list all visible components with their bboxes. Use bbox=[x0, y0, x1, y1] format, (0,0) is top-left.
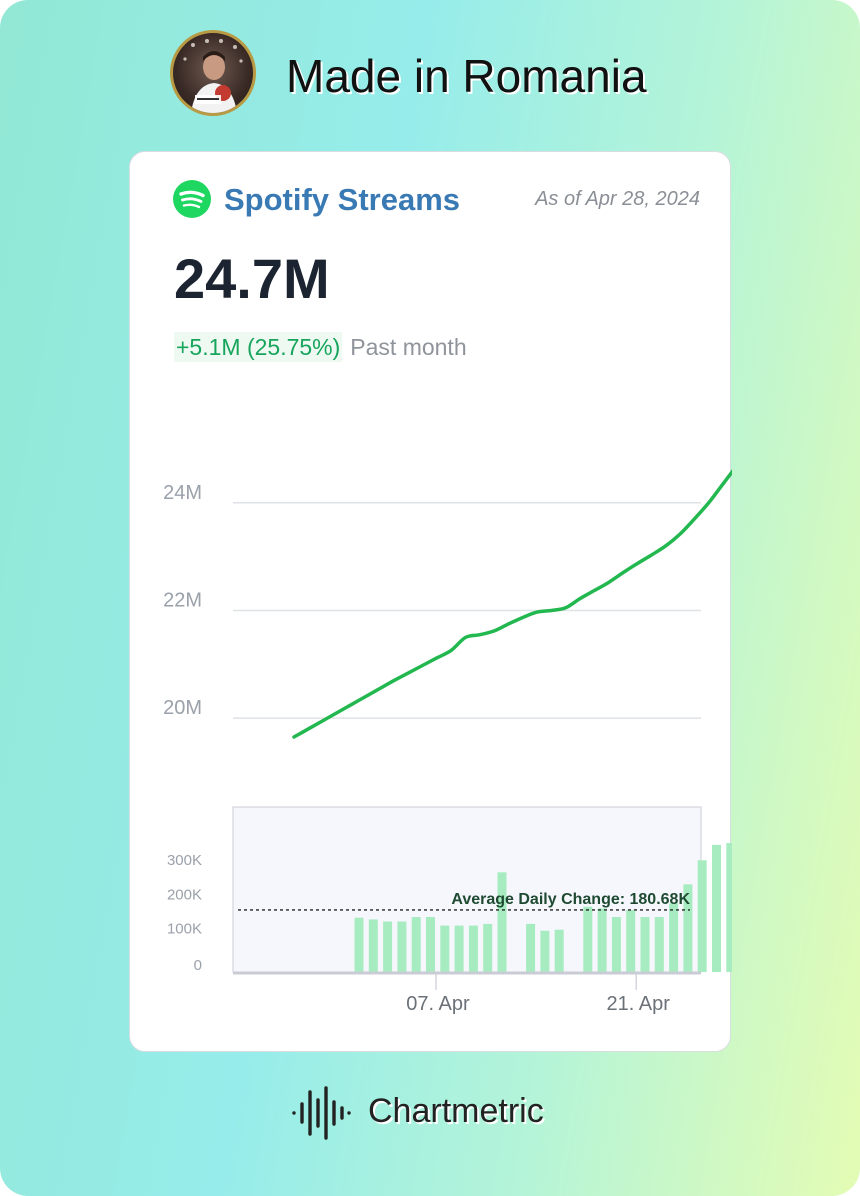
daily-change-bar bbox=[654, 917, 664, 972]
bar-y-tick-label: 200K bbox=[167, 886, 202, 903]
chartmetric-logo-icon bbox=[292, 1086, 351, 1140]
daily-change-bar bbox=[712, 844, 721, 972]
line-y-tick-label: 20M bbox=[163, 697, 202, 719]
daily-change-bar bbox=[626, 910, 636, 972]
line-y-tick-label: 24M bbox=[163, 482, 202, 504]
x-tick-label: 07. Apr bbox=[406, 993, 470, 1015]
daily-change-bar bbox=[726, 843, 732, 972]
total-streams-value: 24.7M bbox=[174, 247, 330, 310]
footer: Chartmetric bbox=[0, 1078, 860, 1158]
line-chart-grid bbox=[233, 502, 701, 719]
change-row: +5.1M (25.75%) Past month bbox=[174, 332, 467, 362]
daily-change-bar bbox=[683, 884, 693, 972]
line-y-tick-label: 22M bbox=[163, 589, 202, 611]
daily-change-bar bbox=[354, 917, 364, 972]
daily-change-bar bbox=[483, 923, 493, 972]
daily-change-bar bbox=[440, 925, 450, 972]
daily-change-bar bbox=[368, 919, 378, 972]
bar-y-tick-label: 300K bbox=[167, 852, 202, 869]
daily-change-bar bbox=[411, 917, 421, 972]
daily-change-bar bbox=[554, 929, 564, 972]
daily-change-bar bbox=[468, 925, 478, 972]
daily-change-bar bbox=[426, 917, 435, 972]
spotify-icon bbox=[173, 180, 211, 218]
header: Made in Romania bbox=[0, 0, 860, 150]
artist-avatar-image bbox=[183, 39, 243, 113]
daily-change-bar bbox=[540, 930, 550, 972]
streams-chart: 20M 22M 24M 0 100K 200K 300K Average Daily Ch… bbox=[163, 469, 732, 1015]
daily-change-bar bbox=[383, 921, 393, 972]
x-axis: 07. Apr 21. Apr bbox=[233, 971, 701, 1015]
source-title: Spotify Streams bbox=[224, 182, 461, 217]
daily-change-bar bbox=[454, 925, 464, 972]
daily-change-bar bbox=[526, 923, 536, 972]
change-period: Past month bbox=[350, 334, 467, 360]
daily-change-bar bbox=[397, 921, 407, 972]
average-label: Average Daily Change: 180.68K bbox=[451, 891, 690, 908]
bar-y-tick-label: 100K bbox=[167, 921, 202, 938]
line-series bbox=[292, 469, 732, 739]
daily-change-bar bbox=[640, 917, 650, 972]
streams-card: Spotify Streams As of Apr 28, 2024 24.7M… bbox=[129, 151, 732, 1052]
daily-change-bar bbox=[611, 917, 621, 972]
bar-y-tick-label: 0 bbox=[194, 957, 202, 974]
change-badge: +5.1M (25.75%) bbox=[174, 332, 343, 362]
daily-change-bar bbox=[697, 860, 707, 972]
artist-avatar-icon bbox=[170, 30, 256, 116]
daily-change-panel bbox=[232, 806, 702, 973]
as-of-date: As of Apr 28, 2024 bbox=[535, 188, 700, 210]
daily-change-bar bbox=[597, 908, 607, 972]
page-title: Made in Romania bbox=[286, 50, 647, 102]
daily-change-bar bbox=[497, 872, 507, 972]
daily-change-bar bbox=[669, 903, 679, 972]
chartmetric-wordmark: Chartmetric bbox=[368, 1092, 544, 1130]
daily-change-bar bbox=[583, 906, 593, 972]
line-chart-y-ticks: 20M 22M 24M bbox=[163, 482, 202, 719]
bar-chart-y-ticks: 0 100K 200K 300K bbox=[167, 852, 202, 974]
daily-change-bars bbox=[354, 843, 732, 972]
x-tick-label: 21. Apr bbox=[607, 993, 671, 1015]
